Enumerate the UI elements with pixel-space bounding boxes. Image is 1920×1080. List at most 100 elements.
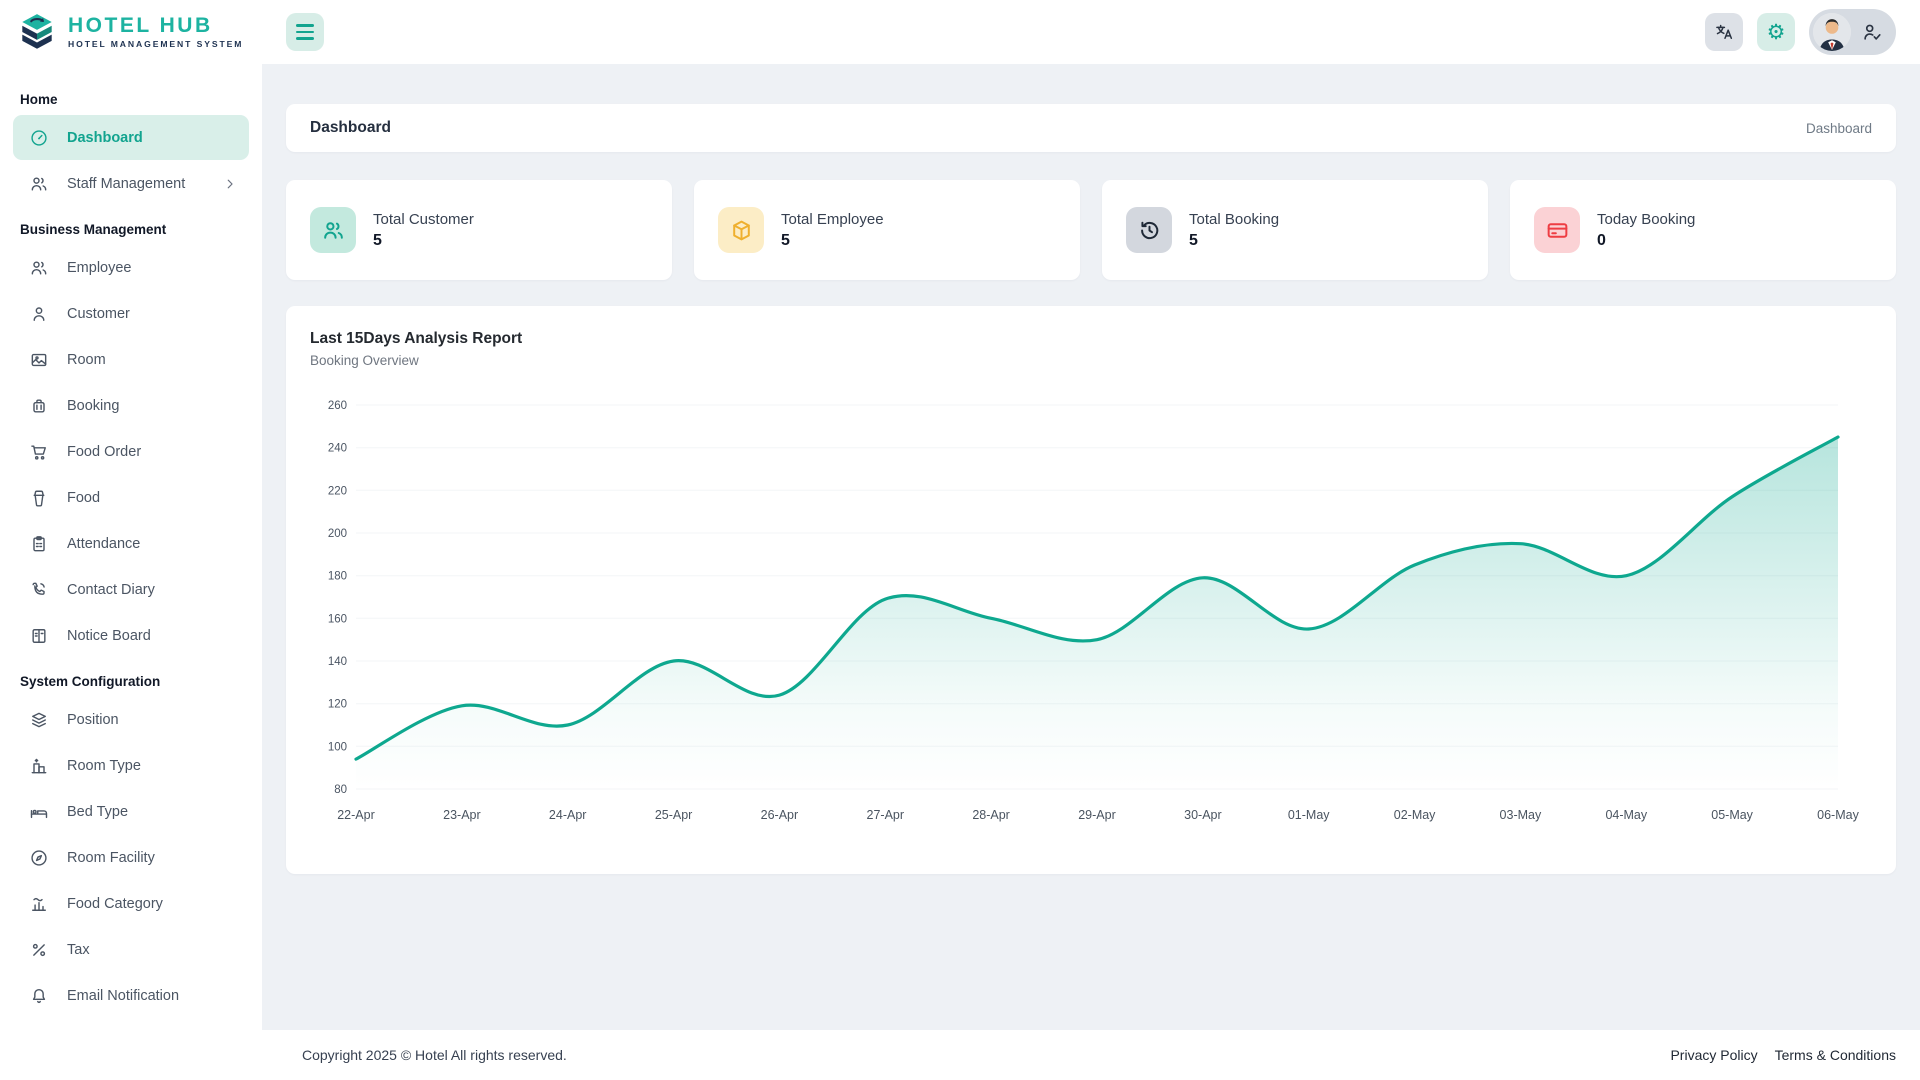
cart-icon: [29, 442, 49, 462]
svg-text:26-Apr: 26-Apr: [761, 808, 799, 822]
bed-icon: [29, 802, 49, 822]
stat-value: 5: [781, 231, 790, 249]
sidebar-item-position[interactable]: Position: [13, 697, 249, 742]
compass-icon: [29, 848, 49, 868]
percent-icon: [29, 940, 49, 960]
room-photo-icon: [29, 350, 49, 370]
svg-text:25-Apr: 25-Apr: [655, 808, 693, 822]
user-check-icon: [1864, 24, 1881, 40]
svg-text:240: 240: [328, 443, 347, 455]
stat-text: Total Booking 5: [1189, 211, 1279, 250]
gauge-icon: [29, 128, 49, 148]
stat-label: Today Booking: [1597, 210, 1696, 228]
hotel-hub-logo-icon: [16, 11, 58, 53]
sidebar-item-bed-type[interactable]: Bed Type: [13, 789, 249, 834]
booking-overview-chart: 80 100 120 140 160 180 200 220 240 260 22-Apr 23-Ap…: [328, 400, 1860, 822]
topbar: ⚙: [262, 0, 1920, 64]
gauge-icon: [31, 129, 47, 146]
sidebar-item-food-category[interactable]: Food Category: [13, 881, 249, 926]
chart-title: Last 15Days Analysis Report: [310, 330, 523, 347]
hamburger-icon: [296, 24, 314, 40]
sidebar-item-customer[interactable]: Customer: [13, 291, 249, 336]
stat-label: Total Employee: [781, 210, 884, 228]
phone-icon: [32, 582, 45, 595]
clipboard-icon: [29, 534, 49, 554]
topbar-actions: ⚙: [1705, 9, 1896, 55]
category-chart-icon: [29, 894, 49, 914]
stat-value: 5: [1189, 231, 1198, 249]
package-icon: [732, 220, 750, 240]
cart-icon: [31, 444, 46, 460]
phone-icon: [29, 580, 49, 600]
settings-button[interactable]: ⚙: [1757, 13, 1795, 51]
sidebar-item-food-order[interactable]: Food Order: [13, 429, 249, 474]
sidebar-item-label: Room Facility: [67, 849, 155, 866]
sidebar-item-staff-management[interactable]: Staff Management: [13, 161, 249, 206]
sidebar-item-booking[interactable]: Booking: [13, 383, 249, 428]
stat-card-today-booking: Today Booking 0: [1510, 180, 1896, 280]
stat-label: Total Booking: [1189, 210, 1280, 228]
copyright-text: Copyright 2025 © Hotel All rights reserv…: [302, 1047, 567, 1063]
translate-icon: [1716, 24, 1733, 39]
sidebar-item-label: Contact Diary: [67, 581, 155, 598]
board-icon: [29, 626, 49, 646]
avatar[interactable]: [1813, 13, 1851, 51]
stat-value: 5: [373, 231, 382, 249]
stat-text: Today Booking 0: [1597, 211, 1695, 250]
breadcrumb[interactable]: Dashboard: [1805, 120, 1872, 136]
users-icon: [29, 174, 49, 194]
board-icon: [32, 628, 46, 643]
svg-text:03-May: 03-May: [1500, 808, 1542, 822]
sidebar-item-employee[interactable]: Employee: [13, 245, 249, 290]
package-icon-box: [718, 207, 764, 253]
bell-icon: [32, 988, 46, 1003]
sidebar-item-label: Notice Board: [67, 627, 151, 644]
stat-label: Total Customer: [373, 210, 474, 228]
sidebar-item-label: Customer: [67, 305, 130, 322]
bed-icon: [30, 809, 48, 818]
sidebar-item-label: Room Type: [67, 757, 141, 774]
sidebar-item-food[interactable]: Food: [13, 475, 249, 520]
logo-title: HOTEL HUB: [68, 13, 213, 37]
nav-section-business-management: Business Management: [20, 222, 167, 237]
sidebar: HOTEL HUB HOTEL MANAGEMENT SYSTEM Home Da…: [0, 0, 262, 1080]
stat-card-total-booking: Total Booking 5: [1102, 180, 1488, 280]
privacy-policy-link[interactable]: Privacy Policy: [1670, 1047, 1758, 1063]
terms-conditions-link[interactable]: Terms & Conditions: [1774, 1047, 1896, 1063]
chart-subtitle: Booking Overview: [310, 353, 419, 368]
sidebar-item-contact-diary[interactable]: Contact Diary: [13, 567, 249, 612]
chevron-right-icon: [223, 177, 237, 191]
sidebar-item-room-facility[interactable]: Room Facility: [13, 835, 249, 880]
users-icon: [29, 258, 49, 278]
sidebar-toggle-button[interactable]: [286, 13, 324, 51]
svg-text:180: 180: [328, 571, 347, 583]
sidebar-item-room-type[interactable]: Room Type: [13, 743, 249, 788]
svg-text:05-May: 05-May: [1711, 808, 1753, 822]
svg-text:220: 220: [328, 485, 347, 497]
sidebar-item-attendance[interactable]: Attendance: [13, 521, 249, 566]
history-clock-icon: [1140, 221, 1158, 239]
users-icon: [31, 260, 47, 275]
page-header-card: Dashboard Dashboard: [286, 104, 1896, 152]
svg-text:01-May: 01-May: [1288, 808, 1330, 822]
sidebar-item-label: Dashboard: [67, 129, 143, 146]
main-content: Dashboard Dashboard Total Customer 5 Total…: [262, 64, 1920, 1030]
nav-section-system-configuration: System Configuration: [20, 674, 161, 689]
profile-menu[interactable]: [1809, 9, 1896, 55]
stat-value: 0: [1597, 231, 1606, 249]
sidebar-item-label: Position: [67, 711, 119, 728]
sidebar-item-tax[interactable]: Tax: [13, 927, 249, 972]
translate-button[interactable]: [1705, 13, 1743, 51]
sidebar-item-dashboard[interactable]: Dashboard: [13, 115, 249, 160]
svg-text:22-Apr: 22-Apr: [337, 808, 375, 822]
stat-card-total-employee: Total Employee 5: [694, 180, 1080, 280]
bell-icon: [29, 986, 49, 1006]
sidebar-item-label: Room: [67, 351, 106, 368]
sidebar-item-email-notification[interactable]: Email Notification: [13, 973, 249, 1018]
sidebar-item-room[interactable]: Room: [13, 337, 249, 382]
svg-text:06-May: 06-May: [1817, 808, 1859, 822]
avatar-photo-icon: [1813, 13, 1851, 51]
credit-card-icon-box: [1534, 207, 1580, 253]
sidebar-item-notice-board[interactable]: Notice Board: [13, 613, 249, 658]
